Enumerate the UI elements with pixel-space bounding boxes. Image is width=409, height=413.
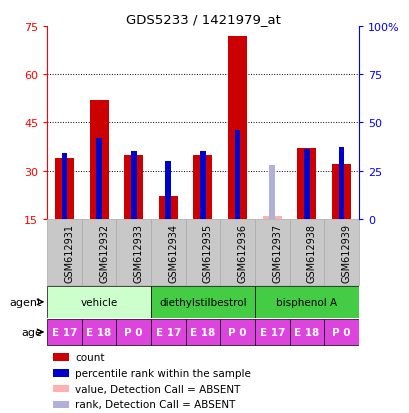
Text: GSM612932: GSM612932 xyxy=(99,223,109,282)
Bar xyxy=(220,319,254,345)
Bar xyxy=(234,131,240,219)
Bar xyxy=(96,138,102,219)
Text: value, Detection Call = ABSENT: value, Detection Call = ABSENT xyxy=(75,384,240,394)
Bar xyxy=(130,152,136,219)
Bar xyxy=(227,36,247,219)
Bar xyxy=(151,286,254,318)
Bar xyxy=(254,286,358,318)
Text: diethylstilbestrol: diethylstilbestrol xyxy=(159,297,246,307)
Bar xyxy=(324,219,358,285)
Text: vehicle: vehicle xyxy=(80,297,117,307)
Bar xyxy=(53,353,69,361)
Bar xyxy=(116,319,151,345)
Bar xyxy=(53,401,69,408)
Text: P 0: P 0 xyxy=(331,327,350,337)
Text: age: age xyxy=(21,327,42,337)
Bar xyxy=(151,319,185,345)
Text: E 18: E 18 xyxy=(190,327,215,337)
Text: GSM612939: GSM612939 xyxy=(341,223,351,282)
Text: GSM612935: GSM612935 xyxy=(202,223,212,282)
Bar xyxy=(53,385,69,392)
Bar xyxy=(262,216,281,219)
Text: E 18: E 18 xyxy=(86,327,111,337)
Bar xyxy=(338,148,344,219)
Bar xyxy=(158,197,178,219)
Text: GSM612934: GSM612934 xyxy=(168,223,178,282)
Text: GSM612933: GSM612933 xyxy=(133,223,144,282)
Text: E 18: E 18 xyxy=(294,327,319,337)
Bar xyxy=(200,152,205,219)
Bar xyxy=(185,319,220,345)
Bar xyxy=(81,319,116,345)
Bar xyxy=(89,101,108,219)
Bar xyxy=(151,219,185,285)
Bar xyxy=(116,219,151,285)
Text: GSM612936: GSM612936 xyxy=(237,223,247,282)
Text: count: count xyxy=(75,352,104,362)
Text: E 17: E 17 xyxy=(52,327,77,337)
Bar xyxy=(331,165,350,219)
Bar xyxy=(193,155,212,219)
Bar xyxy=(254,219,289,285)
Text: agent: agent xyxy=(9,297,42,307)
Bar xyxy=(55,159,74,219)
Text: bisphenol A: bisphenol A xyxy=(276,297,337,307)
Text: GSM612938: GSM612938 xyxy=(306,223,316,282)
Text: P 0: P 0 xyxy=(124,327,143,337)
Bar xyxy=(165,161,171,219)
Bar xyxy=(324,319,358,345)
Bar xyxy=(61,154,67,219)
Text: P 0: P 0 xyxy=(228,327,246,337)
Bar xyxy=(254,319,289,345)
Text: rank, Detection Call = ABSENT: rank, Detection Call = ABSENT xyxy=(75,399,235,409)
Bar xyxy=(47,319,81,345)
Text: E 17: E 17 xyxy=(259,327,284,337)
Bar xyxy=(53,369,69,377)
Bar xyxy=(220,219,254,285)
Title: GDS5233 / 1421979_at: GDS5233 / 1421979_at xyxy=(125,13,280,26)
Bar xyxy=(185,219,220,285)
Bar xyxy=(81,219,116,285)
Text: GSM612931: GSM612931 xyxy=(64,223,74,282)
Bar xyxy=(47,286,151,318)
Bar xyxy=(47,219,81,285)
Text: percentile rank within the sample: percentile rank within the sample xyxy=(75,368,250,378)
Text: E 17: E 17 xyxy=(155,327,181,337)
Bar xyxy=(297,149,316,219)
Bar xyxy=(289,319,324,345)
Bar xyxy=(289,219,324,285)
Bar xyxy=(269,166,274,219)
Text: GSM612937: GSM612937 xyxy=(272,223,281,282)
Bar xyxy=(124,155,143,219)
Bar xyxy=(303,150,309,219)
